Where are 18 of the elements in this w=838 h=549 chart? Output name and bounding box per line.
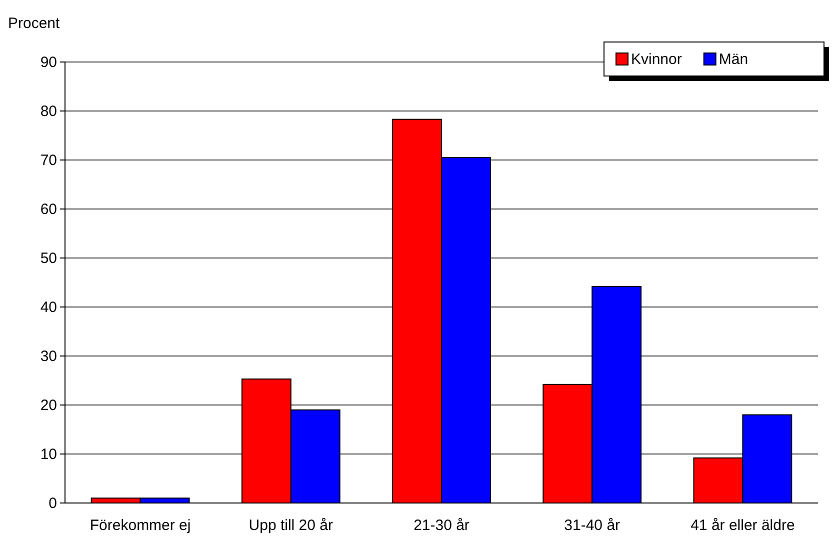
y-tick-label: 0	[48, 494, 57, 512]
y-tick-label: 50	[40, 250, 57, 267]
y-tick-label: 90	[40, 54, 57, 71]
x-tick-label: 41 år eller äldre	[690, 517, 795, 534]
x-tick-label: 21-30 år	[414, 517, 470, 534]
y-tick-label: 10	[40, 446, 57, 463]
y-tick-label: 30	[40, 348, 57, 365]
y-tick-label: 80	[40, 102, 57, 120]
legend-label: Kvinnor	[631, 51, 682, 68]
y-tick-label: 60	[40, 200, 57, 218]
y-axis-title: Procent	[8, 15, 61, 32]
x-tick-label: Upp till 20 år	[248, 517, 334, 534]
x-tick-label: 31-40 år	[564, 517, 620, 534]
y-tick-label: 40	[40, 298, 57, 316]
y-tick-label: 70	[40, 152, 57, 169]
y-tick-label: 20	[40, 396, 57, 414]
x-tick-label: Förekommer ej	[90, 517, 191, 534]
legend-label: Män	[718, 51, 748, 68]
